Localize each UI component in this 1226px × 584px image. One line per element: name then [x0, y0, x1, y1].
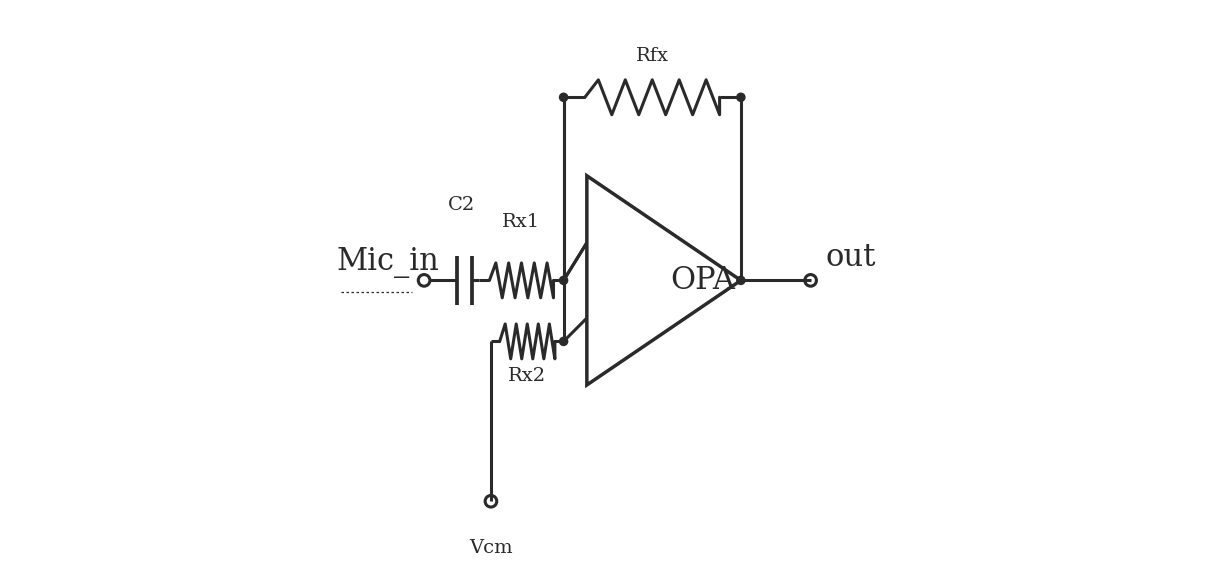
Text: Rfx: Rfx: [636, 47, 668, 65]
Text: C2: C2: [449, 196, 476, 214]
Text: Mic_in: Mic_in: [337, 248, 440, 279]
Circle shape: [559, 338, 568, 346]
Text: Vcm: Vcm: [470, 539, 512, 557]
Text: OPA: OPA: [671, 265, 736, 296]
Circle shape: [737, 276, 745, 284]
Circle shape: [559, 93, 568, 102]
Circle shape: [559, 276, 568, 284]
Text: out: out: [825, 242, 875, 273]
Text: Rx1: Rx1: [503, 213, 541, 231]
Text: Rx2: Rx2: [509, 367, 547, 385]
Circle shape: [737, 93, 745, 102]
